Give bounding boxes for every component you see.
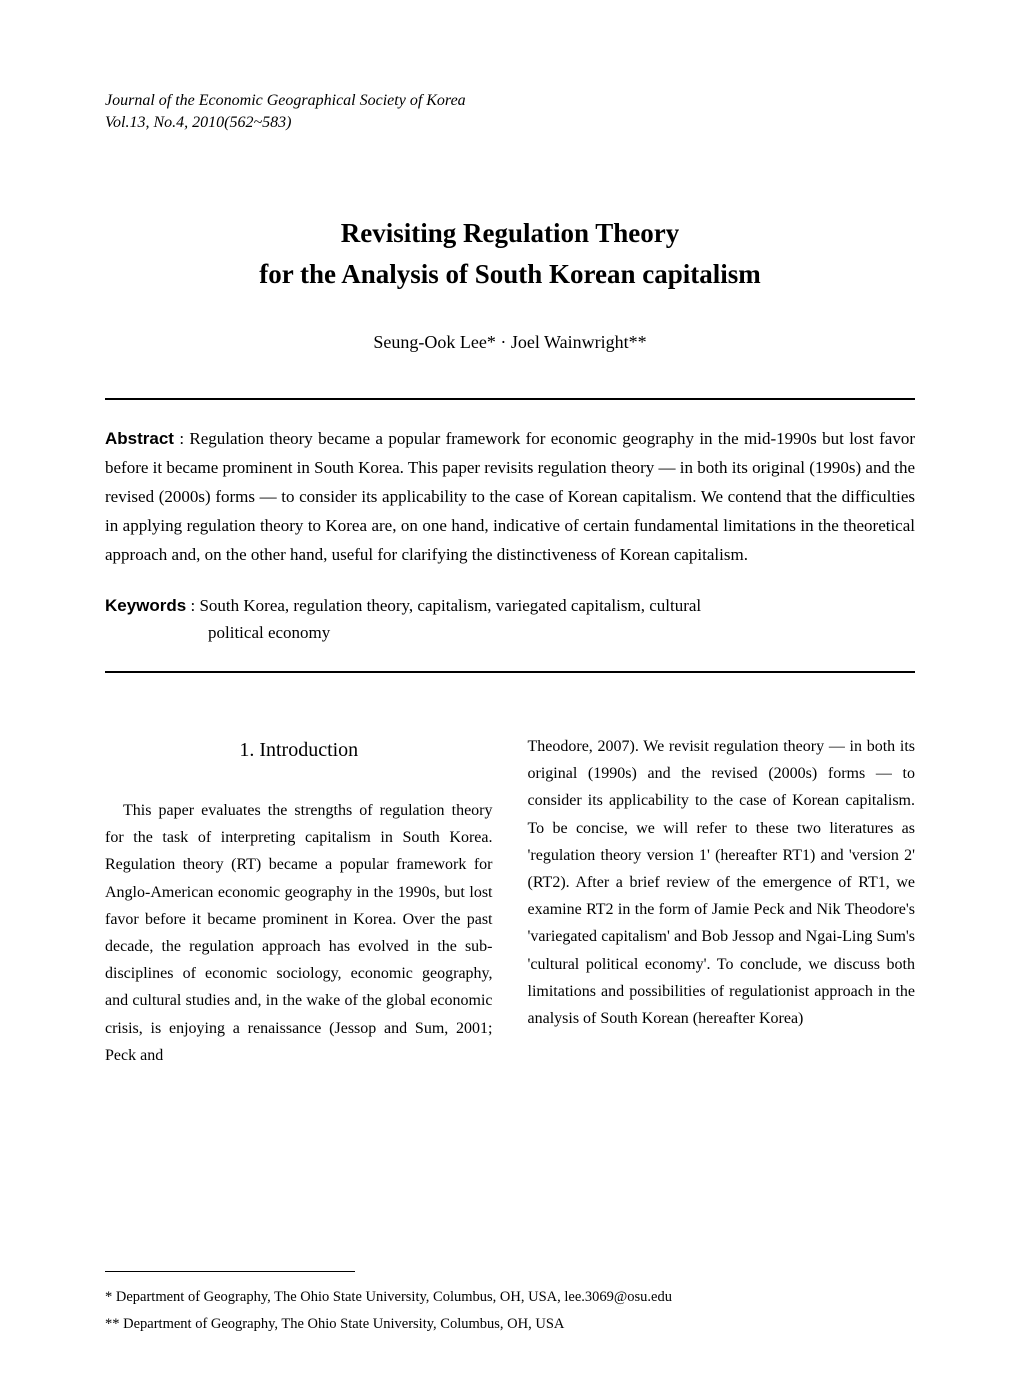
journal-issue: Vol.13, No.4, 2010(562~583): [105, 112, 915, 134]
footnotes: * Department of Geography, The Ohio Stat…: [105, 1271, 915, 1339]
footnote-rule: [105, 1271, 355, 1272]
paper-title-line1: Revisiting Regulation Theory: [105, 213, 915, 254]
keywords-body-line2: political economy: [105, 619, 915, 646]
keywords-paragraph: Keywords : South Korea, regulation theor…: [105, 592, 915, 619]
abstract-label: Abstract: [105, 429, 174, 448]
keywords-label: Keywords: [105, 596, 186, 615]
abstract-paragraph: Abstract : Regulation theory became a po…: [105, 425, 915, 569]
paper-title-line2: for the Analysis of South Korean capital…: [105, 254, 915, 295]
column-left: 1. Introduction This paper evaluates the…: [105, 733, 493, 1069]
authors: Seung-Ook Lee* · Joel Wainwright**: [105, 332, 915, 353]
journal-info: Journal of the Economic Geographical Soc…: [105, 90, 915, 133]
body-paragraph-left: This paper evaluates the strengths of re…: [105, 797, 493, 1069]
footnote-2: ** Department of Geography, The Ohio Sta…: [105, 1311, 915, 1339]
abstract-box: Abstract : Regulation theory became a po…: [105, 398, 915, 673]
column-right: Theodore, 2007). We revisit regulation t…: [528, 733, 916, 1069]
abstract-body: : Regulation theory became a popular fra…: [105, 429, 915, 564]
keywords-body-line1: : South Korea, regulation theory, capita…: [186, 596, 701, 615]
footnote-1: * Department of Geography, The Ohio Stat…: [105, 1284, 915, 1312]
title-block: Revisiting Regulation Theory for the Ana…: [105, 213, 915, 294]
body-section: 1. Introduction This paper evaluates the…: [105, 733, 915, 1069]
body-paragraph-right: Theodore, 2007). We revisit regulation t…: [528, 733, 916, 1032]
section-heading: 1. Introduction: [105, 733, 493, 767]
journal-name: Journal of the Economic Geographical Soc…: [105, 90, 915, 112]
